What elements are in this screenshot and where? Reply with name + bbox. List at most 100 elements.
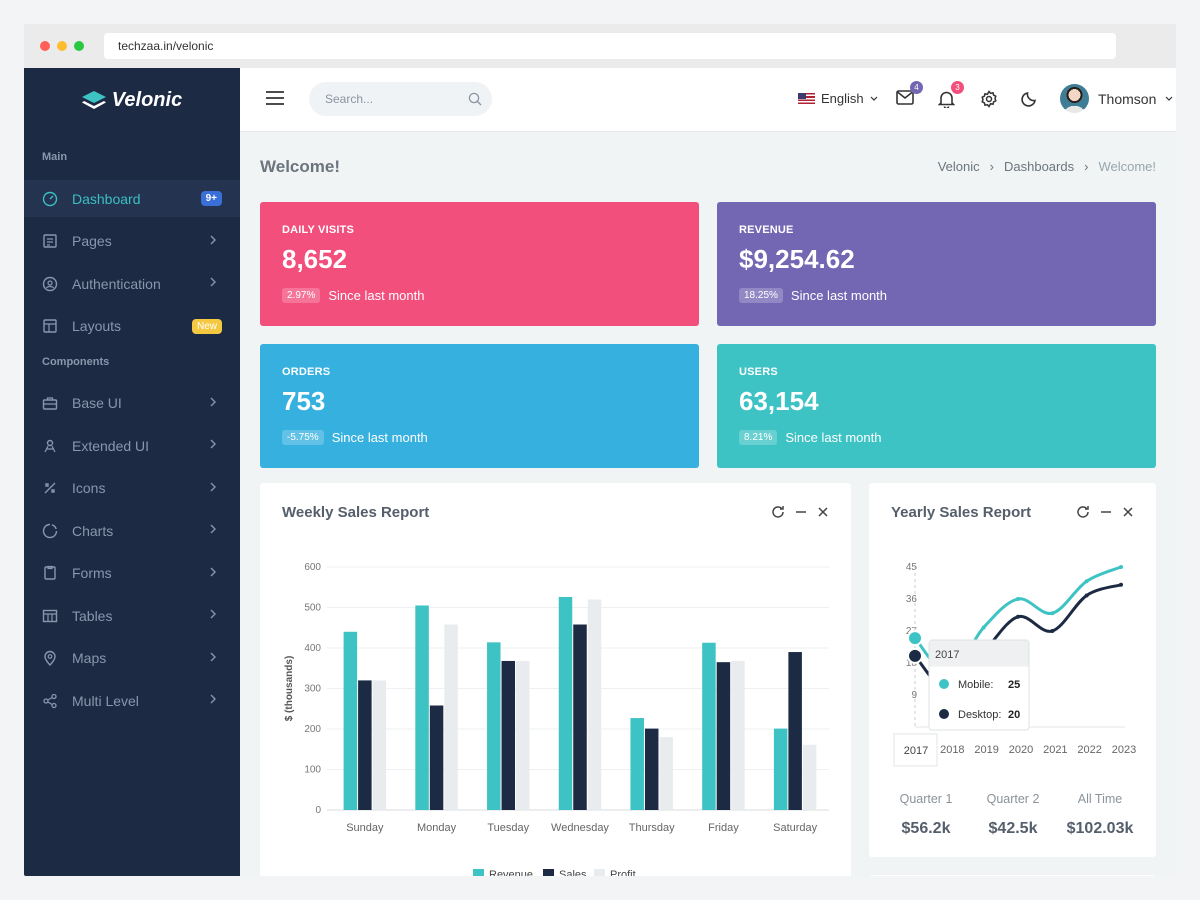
browser-window: techzaa.in/velonic Velonic Main Dashboard…	[24, 24, 1176, 876]
breadcrumb-current: Welcome!	[1098, 159, 1156, 174]
sidebar-item-layouts[interactable]: Layouts New	[24, 308, 240, 345]
point-mobile	[1119, 565, 1123, 569]
sidebar-item-tables[interactable]: Tables	[24, 597, 240, 634]
stat-card-users: USERS 63,154 8.21% Since last month	[717, 344, 1156, 468]
card-tools	[1076, 505, 1134, 519]
mail-icon	[896, 90, 914, 105]
legend-label: Profit	[610, 869, 636, 876]
tooltip-label: Mobile:	[958, 679, 993, 691]
gear-icon	[981, 90, 997, 108]
stat-card-daily-visits: DAILY VISITS 8,652 2.97% Since last month	[260, 202, 699, 326]
summary-label: Quarter 1	[900, 792, 953, 806]
close-window-button[interactable]	[40, 41, 50, 51]
point-mobile	[907, 630, 923, 647]
refresh-icon[interactable]	[771, 505, 785, 519]
sidebar-item-dashboard[interactable]: Dashboard 9+	[24, 180, 240, 217]
stat-label: ORDERS	[282, 366, 331, 378]
yearly-sales-card: Yearly Sales Report 91827364520182019202…	[869, 483, 1156, 857]
summary-value: $42.5k	[989, 820, 1038, 837]
user-name: Thomson	[1098, 90, 1157, 107]
notifications-button[interactable]: 3	[937, 81, 964, 113]
search-input[interactable]	[325, 82, 465, 116]
summary-label: All Time	[1078, 792, 1123, 806]
hamburger-icon	[266, 91, 284, 105]
theme-toggle-button[interactable]	[1021, 90, 1038, 112]
chevron-right-icon	[210, 609, 216, 619]
sidebar-item-maps[interactable]: Maps	[24, 640, 240, 677]
maximize-window-button[interactable]	[74, 41, 84, 51]
breadcrumb-item[interactable]: Velonic	[937, 159, 980, 174]
minimize-icon[interactable]	[795, 505, 807, 519]
summary-value: $102.03k	[1067, 820, 1134, 837]
tooltip-title: 2017	[935, 649, 959, 661]
x-tick-label: 2018	[940, 744, 964, 756]
notification-count-badge: 3	[951, 81, 964, 94]
stat-label: REVENUE	[739, 224, 794, 236]
sidebar-item-extended-ui[interactable]: Extended UI	[24, 427, 240, 464]
charts-icon	[42, 523, 58, 539]
y-tick-label: 300	[304, 684, 321, 695]
point-desktop	[1119, 582, 1123, 587]
stat-card-revenue: REVENUE $9,254.62 18.25% Since last month	[717, 202, 1156, 326]
bar-revenue	[487, 642, 501, 810]
sidebar-item-pages[interactable]: Pages	[24, 223, 240, 260]
x-tick-label: 2022	[1077, 744, 1101, 756]
y-tick-label: 600	[304, 562, 321, 573]
sidebar: Velonic Main Dashboard 9+ Pages Authenticati…	[24, 68, 240, 876]
topbar: English 4 3 Thomson	[240, 68, 1176, 132]
point-desktop	[907, 647, 923, 664]
chevron-right-icon	[210, 524, 216, 534]
legend-swatch	[473, 869, 484, 876]
count-badge: 9+	[200, 191, 222, 206]
close-icon[interactable]	[817, 505, 829, 519]
tooltip-marker	[939, 679, 949, 689]
user-menu[interactable]: Thomson	[1060, 84, 1173, 113]
x-tick-label: 2017	[904, 745, 928, 757]
minimize-icon[interactable]	[1100, 505, 1112, 519]
card-title: Yearly Sales Report	[891, 504, 1032, 521]
bar-sales	[429, 705, 444, 810]
x-tick-label: Monday	[417, 822, 457, 834]
bar-revenue	[343, 631, 358, 810]
forms-icon	[42, 565, 58, 581]
minimize-window-button[interactable]	[57, 41, 67, 51]
logo[interactable]: Velonic	[24, 68, 240, 132]
x-tick-label: 2020	[1009, 744, 1033, 756]
sidebar-item-forms[interactable]: Forms	[24, 555, 240, 592]
mail-button[interactable]: 4	[896, 81, 923, 110]
search-icon[interactable]	[468, 92, 482, 106]
chevron-down-icon	[870, 96, 878, 101]
refresh-icon[interactable]	[1076, 505, 1090, 519]
logo-icon	[81, 91, 106, 109]
legend-label: Sales	[559, 869, 587, 876]
chevron-right-icon	[210, 277, 216, 287]
sidebar-item-authentication[interactable]: Authentication	[24, 265, 240, 302]
stat-footer: 18.25% Since last month	[739, 288, 887, 303]
sidebar-item-label: Authentication	[72, 275, 161, 292]
card-title: Weekly Sales Report	[282, 504, 430, 521]
address-bar[interactable]: techzaa.in/velonic	[104, 33, 1116, 59]
briefcase-icon	[42, 395, 58, 411]
layouts-icon	[42, 318, 58, 334]
legend-swatch	[543, 869, 554, 876]
x-axis-tooltip	[893, 733, 938, 767]
tooltip-marker	[939, 709, 949, 719]
menu-toggle-button[interactable]	[266, 90, 284, 111]
sidebar-item-label: Forms	[72, 565, 112, 581]
percent-badge: 2.97%	[282, 288, 321, 303]
sidebar-item-multi-level[interactable]: Multi Level	[24, 682, 240, 719]
language-selector[interactable]: English	[798, 91, 878, 106]
summary-label: Quarter 2	[987, 792, 1040, 806]
breadcrumb-item[interactable]: Dashboards	[1003, 159, 1075, 174]
close-icon[interactable]	[1122, 505, 1134, 519]
settings-button[interactable]	[980, 90, 998, 113]
sidebar-item-label: Dashboard	[72, 190, 141, 207]
page-title: Welcome!	[260, 157, 340, 176]
bar-profit	[516, 660, 530, 810]
sidebar-item-charts[interactable]: Charts	[24, 512, 240, 549]
sidebar-item-base-ui[interactable]: Base UI	[24, 385, 240, 422]
x-tick-label: Saturday	[773, 822, 818, 834]
bar-sales	[573, 624, 587, 810]
sidebar-item-icons[interactable]: Icons	[24, 470, 240, 507]
yearly-sales-chart: 9182736452018201920202021202220232017201…	[893, 562, 1136, 837]
